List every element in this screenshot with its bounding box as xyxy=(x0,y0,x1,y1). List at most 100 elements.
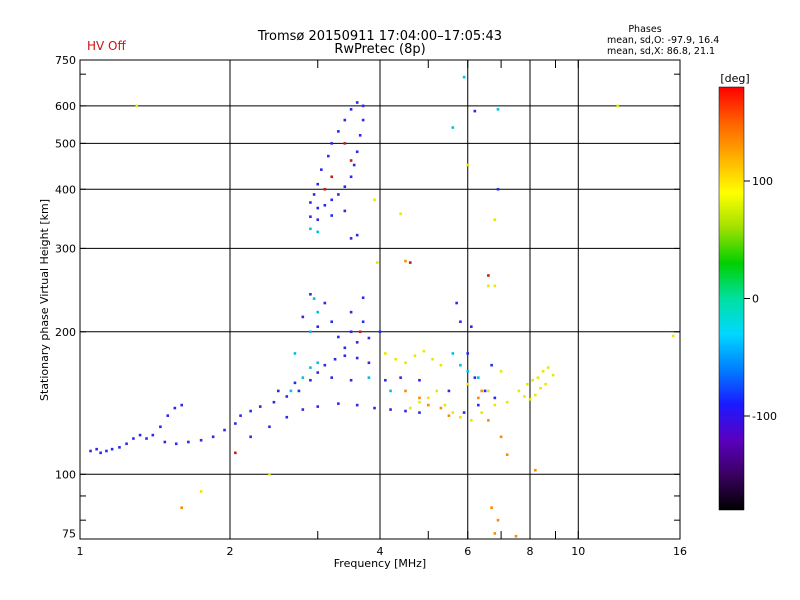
data-point xyxy=(514,534,518,538)
data-point xyxy=(418,400,421,404)
data-point xyxy=(343,185,347,188)
phases-title: Phases xyxy=(628,24,661,35)
data-point xyxy=(355,341,359,344)
data-point xyxy=(199,438,203,442)
data-point xyxy=(418,396,421,400)
data-point xyxy=(349,378,353,382)
data-point xyxy=(404,361,407,365)
data-point xyxy=(285,415,289,419)
data-point xyxy=(361,320,365,324)
data-point xyxy=(293,352,297,355)
data-point xyxy=(343,209,347,213)
data-point xyxy=(151,433,155,437)
data-point xyxy=(499,435,503,439)
data-point xyxy=(404,409,407,413)
data-points xyxy=(89,75,675,538)
x-tick-label: 2 xyxy=(227,545,234,558)
data-point xyxy=(418,411,421,414)
data-point xyxy=(473,376,477,379)
grid-lines xyxy=(80,60,680,539)
data-point xyxy=(493,403,497,407)
data-point xyxy=(337,335,340,339)
data-point xyxy=(455,301,458,305)
data-point xyxy=(447,389,451,393)
data-point xyxy=(258,405,262,408)
data-point xyxy=(399,212,402,216)
y-tick-label: 400 xyxy=(55,183,76,196)
data-point xyxy=(408,261,412,264)
colorbar-tick-label: 100 xyxy=(752,175,773,188)
data-point xyxy=(361,296,365,300)
data-point xyxy=(309,378,312,382)
x-tick-labels: 1 2 4 6 8 10 16 xyxy=(77,545,688,558)
y-tick-label: 100 xyxy=(55,468,76,481)
data-point xyxy=(316,325,320,328)
data-point xyxy=(337,130,340,133)
data-point xyxy=(293,381,297,385)
data-point xyxy=(355,150,359,154)
data-point xyxy=(499,370,503,373)
data-point xyxy=(309,227,312,231)
data-point xyxy=(534,393,537,397)
data-point xyxy=(487,274,490,277)
data-point xyxy=(544,382,547,386)
data-point xyxy=(466,352,470,355)
data-point xyxy=(234,422,237,425)
data-point xyxy=(323,363,327,367)
data-point xyxy=(316,218,320,221)
data-point xyxy=(301,315,305,319)
data-point xyxy=(316,310,320,314)
data-point xyxy=(466,163,470,167)
data-point xyxy=(439,363,443,367)
data-point xyxy=(487,284,490,288)
data-point xyxy=(493,284,497,288)
data-point xyxy=(477,396,480,400)
data-point xyxy=(349,237,353,240)
data-point xyxy=(539,386,542,390)
data-point xyxy=(297,389,301,393)
data-point xyxy=(343,142,347,145)
colorbar-tick-label: -100 xyxy=(752,410,777,423)
data-point xyxy=(477,403,480,407)
data-point xyxy=(480,411,484,414)
data-point xyxy=(316,371,320,374)
data-point xyxy=(459,320,462,324)
x-tick-label: 1 xyxy=(77,545,84,558)
data-point xyxy=(223,428,226,432)
data-point xyxy=(349,108,353,111)
data-point xyxy=(480,389,484,393)
data-point xyxy=(525,382,529,386)
data-point xyxy=(367,376,371,379)
data-point xyxy=(431,357,434,361)
hv-status-label: HV Off xyxy=(87,39,126,53)
data-point xyxy=(330,142,334,145)
data-point xyxy=(316,182,320,186)
x-tick-label: 4 xyxy=(377,545,384,558)
data-point xyxy=(159,425,162,429)
data-point xyxy=(268,425,271,429)
data-point xyxy=(493,532,497,535)
data-point xyxy=(89,449,92,453)
data-point xyxy=(337,193,340,196)
data-point xyxy=(459,363,462,367)
colorbar-ticks: 100 0 -100 xyxy=(744,175,777,423)
data-point xyxy=(490,363,493,367)
data-point xyxy=(490,506,493,510)
data-point xyxy=(320,168,323,171)
data-point xyxy=(316,230,320,234)
data-point xyxy=(451,352,455,355)
data-point xyxy=(118,446,121,449)
x-tick-label: 8 xyxy=(527,545,534,558)
data-point xyxy=(671,334,675,338)
data-point xyxy=(249,409,252,413)
data-point xyxy=(330,376,334,379)
data-point xyxy=(466,382,470,386)
data-point xyxy=(483,389,487,393)
colorbar xyxy=(718,86,745,511)
data-point xyxy=(367,336,371,340)
data-point xyxy=(349,175,353,179)
data-point xyxy=(451,411,455,414)
phases-o-stats: mean, sd,O: -97.9, 16.4 xyxy=(607,35,719,46)
data-point xyxy=(180,403,184,407)
data-point xyxy=(301,408,305,411)
